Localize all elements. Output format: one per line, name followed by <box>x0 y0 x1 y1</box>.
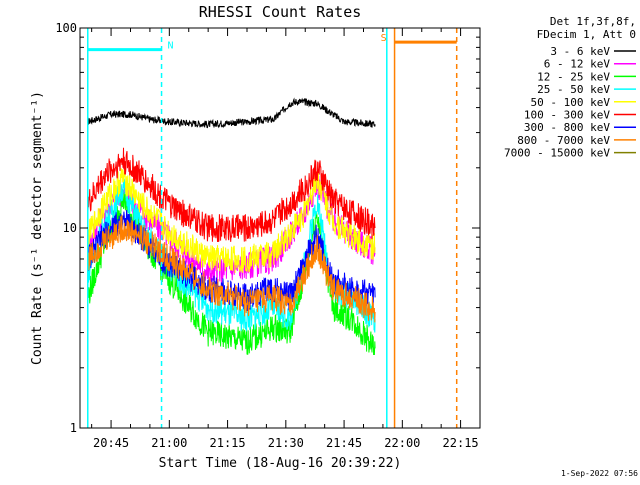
legend-label: 300 - 800 keV <box>524 121 610 134</box>
legend-label: 25 - 50 keV <box>537 83 610 96</box>
y-axis-label: Count Rate (s⁻¹ detector segment⁻¹) <box>30 91 45 365</box>
legend-label: 100 - 300 keV <box>524 109 610 122</box>
x-tick-label: 21:45 <box>326 436 362 450</box>
y-tick-label: 1 <box>70 421 77 435</box>
legend-label: 800 - 7000 keV <box>517 134 610 147</box>
legend-label: 3 - 6 keV <box>550 45 610 58</box>
axes: 1 10 100 20:45 21:00 21:15 21:30 21:45 22:00 22:1… <box>55 21 481 450</box>
plot-layer: NS <box>87 28 458 428</box>
legend-label: 6 - 12 keV <box>544 58 611 71</box>
legend-label: 50 - 100 keV <box>531 96 611 109</box>
x-axis-label: Start Time (18-Aug-16 20:39:22) <box>159 456 402 471</box>
series-line-0 <box>87 97 376 129</box>
series-line-4 <box>87 166 376 274</box>
legend-label: 12 - 25 keV <box>537 70 610 83</box>
x-tick-label: 22:15 <box>443 436 479 450</box>
x-tick-label: 21:00 <box>151 436 187 450</box>
legend-label: 7000 - 15000 keV <box>504 147 610 160</box>
timestamp: 1-Sep-2022 07:56 <box>561 469 638 478</box>
x-tick-label: 21:15 <box>210 436 246 450</box>
series-line-7 <box>87 214 376 323</box>
legend-header-line-2: FDecim 1, Att 0 <box>537 28 636 41</box>
annotation-label: S <box>381 33 387 44</box>
x-tick-label: 20:45 <box>93 436 129 450</box>
y-tick-label: 100 <box>55 21 77 35</box>
legend-header-line-1: Det 1f,3f,8f, <box>550 15 636 28</box>
x-tick-label: 21:30 <box>268 436 304 450</box>
x-tick-label: 22:00 <box>384 436 420 450</box>
series-line-5 <box>87 147 376 243</box>
chart-title: RHESSI Count Rates <box>199 3 362 21</box>
annotation-label: N <box>168 41 174 52</box>
y-tick-label: 10 <box>63 221 77 235</box>
